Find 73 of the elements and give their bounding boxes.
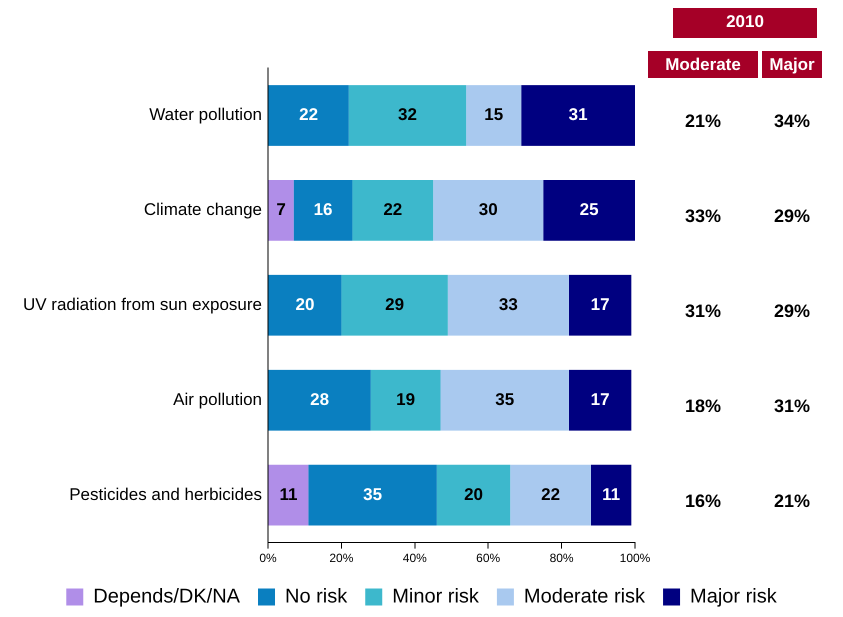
- bar: [590, 464, 632, 526]
- legend-label: No risk: [285, 586, 348, 608]
- y-tick-label: Water pollution: [149, 105, 262, 124]
- bar: [352, 180, 434, 241]
- data-label: 29: [385, 294, 404, 314]
- data-label: 22: [299, 105, 318, 124]
- data-label: 17: [590, 390, 610, 409]
- text: 31%: [772, 395, 812, 418]
- bar: [341, 274, 448, 336]
- bar: [268, 274, 342, 336]
- data-label: 11: [602, 484, 620, 504]
- data-label: 31: [568, 105, 588, 124]
- legend-label: Major risk: [690, 586, 778, 608]
- text: 33%: [684, 205, 722, 228]
- bar: [433, 180, 544, 241]
- text: 2010: [673, 8, 817, 38]
- bar: [448, 274, 569, 336]
- bar: [510, 464, 591, 526]
- bar: [348, 85, 466, 146]
- bar: [268, 85, 349, 146]
- data-label: 20: [464, 484, 483, 504]
- data-label: 15: [484, 105, 504, 124]
- data-label: 33: [498, 294, 518, 314]
- y-tick-label: UV radiation from sun exposure: [22, 294, 262, 314]
- y-tick-label: Air pollution: [173, 390, 262, 409]
- bar: [268, 464, 308, 526]
- data-label: 22: [383, 200, 402, 220]
- legend-label: Moderate risk: [524, 586, 646, 608]
- data-label: 35: [495, 390, 514, 409]
- text: 21%: [684, 110, 722, 132]
- data-label: 22: [541, 484, 560, 504]
- x-tick-label: 100%: [620, 551, 651, 566]
- x-tick-label: 80%: [550, 551, 574, 566]
- x-tick-label: 40%: [402, 551, 428, 566]
- text: 16%: [684, 490, 722, 512]
- legend-label: Minor risk: [392, 586, 480, 608]
- data-label: 32: [398, 105, 417, 124]
- data-label: 7: [276, 200, 286, 220]
- data-label: 30: [478, 200, 498, 220]
- text: 34%: [772, 110, 812, 132]
- bar: [466, 85, 522, 146]
- text: 31%: [684, 300, 722, 322]
- legend-label: Depends/DK/NA: [93, 586, 241, 608]
- category-label: Moderate: [648, 51, 758, 78]
- text: 18%: [684, 395, 722, 418]
- y-tick-label: Pesticides and herbicides: [69, 484, 262, 504]
- data-label: 35: [363, 484, 382, 504]
- data-label: 11: [279, 484, 298, 504]
- x-tick-label: 0%: [259, 551, 277, 566]
- text: 29%: [772, 300, 812, 322]
- data-label: 16: [314, 200, 333, 220]
- bar: [370, 370, 440, 431]
- data-label: 28: [310, 390, 330, 409]
- bar: [294, 180, 352, 241]
- bar: [268, 370, 371, 431]
- bar: [308, 464, 437, 526]
- data-label: 19: [396, 390, 416, 409]
- bar: [440, 370, 569, 431]
- category-label: Major: [762, 51, 822, 78]
- bar: [436, 464, 510, 526]
- data-label: 25: [580, 200, 599, 220]
- bar: [521, 85, 635, 146]
- y-tick-label: Climate change: [144, 200, 262, 220]
- bar: [543, 180, 635, 241]
- bar: [568, 370, 632, 431]
- text: 21%: [772, 490, 812, 512]
- data-label: 20: [295, 294, 314, 314]
- x-tick-label: 20%: [329, 551, 354, 566]
- data-label: 17: [590, 294, 610, 314]
- text: 29%: [772, 205, 812, 228]
- bar: [568, 274, 632, 336]
- bar: [268, 180, 294, 241]
- x-tick-label: 60%: [476, 551, 501, 566]
